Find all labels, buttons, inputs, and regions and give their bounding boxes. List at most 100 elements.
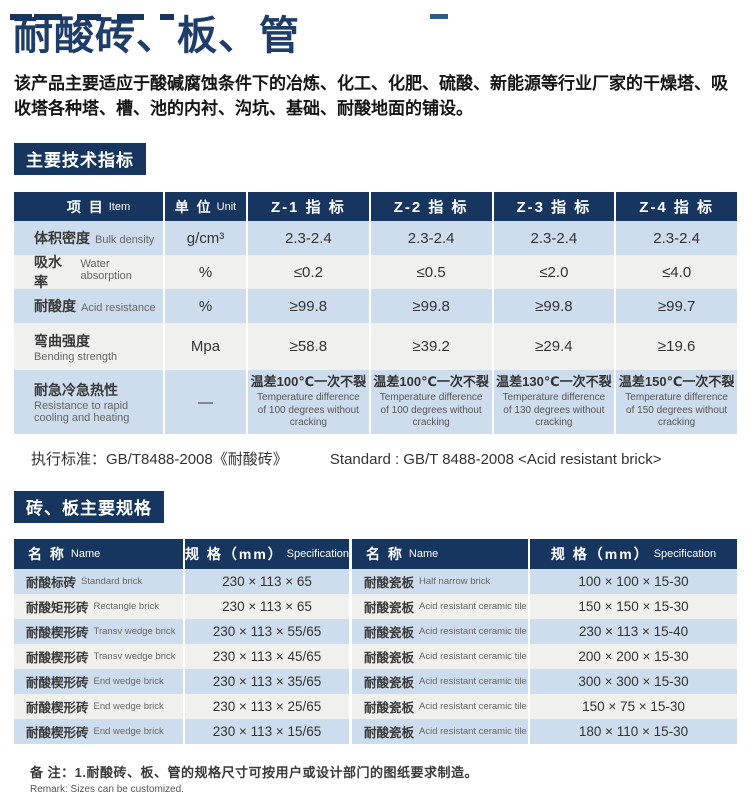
unit-cell: %: [165, 289, 248, 323]
row-label-en: Water absorption: [80, 258, 132, 282]
tile-spec: 100 × 100 × 15-30: [578, 574, 689, 589]
tile-name-en: Acid resistant ceramic tile: [419, 626, 527, 637]
cutoff-glyph-fragment: [117, 14, 144, 20]
footer-note-label: 备 注：: [30, 765, 75, 780]
brick-name-cn: 耐酸楔形砖: [26, 626, 89, 640]
brick-spec: 230 × 113 × 15/65: [185, 719, 352, 744]
value-cell: ≥99.8: [371, 289, 494, 323]
tile-name-en: Acid resistant ceramic tile: [419, 651, 527, 662]
brick-name-cn: 耐酸楔形砖: [26, 726, 89, 740]
table-header-row: 名 称 Name 规 格（mm） Specification 名 称 Name …: [14, 539, 737, 569]
tile-spec: 200 × 200 × 15-30: [578, 649, 689, 664]
specifications-table: 名 称 Name 规 格（mm） Specification 名 称 Name …: [14, 539, 737, 744]
row-label-en: Bulk density: [95, 234, 155, 246]
table-row-bulk-density: 体积密度 Bulk density g/cm³ 2.3-2.4 2.3-2.4 …: [14, 221, 737, 255]
tile-name-cn: 耐酸瓷板: [364, 601, 415, 615]
value-cell: ≥99.8: [494, 289, 617, 323]
cutoff-glyph-fragment: [10, 14, 32, 20]
table-header-row: 项 目 Item 单 位 Unit Z-1 指 标 Z-2 指 标 Z-3 指 …: [14, 192, 737, 221]
tile-name-en: Half narrow brick: [419, 576, 491, 587]
brick-spec: 230 × 113 × 65: [185, 569, 352, 594]
brick-name-en: Transv wedge brick: [93, 651, 176, 662]
brick-name-en: End wedge brick: [93, 726, 164, 737]
value-cell: 2.3-2.4: [653, 229, 700, 247]
spec-row: 耐酸标砖 Standard brick 230 × 113 × 65 耐酸瓷板 Ha…: [14, 569, 737, 594]
row-label-cn: 弯曲强度: [34, 332, 90, 349]
unit-cell: Mpa: [165, 323, 248, 370]
page-title: 耐酸砖、板、管: [13, 14, 300, 58]
header-cell-z2: Z-2 指 标: [371, 192, 494, 221]
section-heading-technical: 主要技术指标: [14, 143, 146, 175]
brick-name-en: End wedge brick: [93, 701, 164, 712]
brick-name-cn: 耐酸楔形砖: [26, 701, 89, 715]
header-cell-name-right: 名 称 Name: [352, 539, 530, 569]
footer-note: 备 注：1.耐酸砖、板、管的规格尺寸可按用户或设计部门的图纸要求制造。: [30, 762, 750, 781]
table-row-water-absorption: 吸水率 Water absorption % ≤0.2 ≤0.5 ≤2.0 ≤4…: [14, 254, 737, 290]
brick-spec: 230 × 113 × 55/65: [185, 619, 352, 644]
header-cell-spec-left: 规 格（mm） Specification: [185, 539, 352, 569]
row-label-en: cooling and heating: [34, 412, 130, 424]
value-cell: ≤2.0: [494, 255, 617, 289]
tile-name-en: Acid resistant ceramic tile: [419, 701, 527, 712]
brick-spec: 230 × 113 × 45/65: [185, 644, 352, 669]
thermal-cell-z3: 温差130℃一次不裂 Temperature difference of 130…: [494, 370, 617, 434]
section-heading-specs: 砖、板主要规格: [14, 491, 164, 523]
tile-name-cn: 耐酸瓷板: [364, 651, 415, 665]
header-cell-z3: Z-3 指 标: [494, 192, 617, 221]
value-cell: ≥58.8: [248, 323, 371, 370]
tile-spec: 300 × 300 × 15-30: [578, 674, 689, 689]
value-cell: ≥99.7: [657, 297, 696, 315]
footer-remark: Remark: Sizes can be customized.: [30, 784, 184, 795]
brick-name-en: Transv wedge brick: [93, 626, 176, 637]
row-label-cn: 耐急冷急热性: [34, 382, 118, 398]
footer-note-text: 1.耐酸砖、板、管的规格尺寸可按用户或设计部门的图纸要求制造。: [74, 765, 478, 780]
standard-reference: 执行标准：GB/T8488-2008《耐酸砖》 Standard : GB/T …: [31, 448, 750, 469]
technical-indicators-table: 项 目 Item 单 位 Unit Z-1 指 标 Z-2 指 标 Z-3 指 …: [14, 192, 737, 434]
value-cell: ≥99.8: [248, 289, 371, 323]
cutoff-glyph-fragment: [160, 14, 174, 20]
header-cell-spec-right: 规 格（mm） Specification: [550, 546, 717, 562]
tile-spec: 230 × 113 × 15-40: [578, 624, 689, 639]
standard-reference-cn: 执行标准：GB/T8488-2008《耐酸砖》: [31, 451, 288, 468]
brick-name-cn: 耐酸楔形砖: [26, 676, 89, 690]
value-cell: 2.3-2.4: [248, 221, 371, 255]
tile-name-cn: 耐酸瓷板: [364, 576, 415, 590]
product-description: 该产品主要适应于酸碱腐蚀条件下的冶炼、化工、化肥、硫酸、新能源等行业厂家的干燥塔…: [14, 74, 728, 118]
header-cell-unit: 单 位 Unit: [165, 192, 248, 221]
spec-row: 耐酸矩形砖 Rectangle brick 230 × 113 × 65 耐酸瓷板…: [14, 594, 737, 619]
tile-spec: 150 × 150 × 15-30: [578, 599, 689, 614]
table-row-bending-strength: 弯曲强度 Bending strength Mpa ≥58.8 ≥39.2 ≥2…: [14, 323, 737, 370]
cutoff-glyph-fragment: [77, 14, 101, 20]
tile-name-en: Acid resistant ceramic tile: [419, 601, 527, 612]
header-cell-item: 项 目 Item: [14, 192, 165, 221]
brick-spec: 230 × 113 × 25/65: [185, 694, 352, 719]
unit-cell: %: [165, 255, 248, 289]
value-cell: ≤0.2: [248, 255, 371, 289]
brick-spec: 230 × 113 × 35/65: [185, 669, 352, 694]
row-label-en: Bending strength: [34, 350, 118, 363]
value-cell: ≥39.2: [371, 323, 494, 370]
thermal-cell-z2: 温差100℃一次不裂 Temperature difference of 100…: [371, 370, 494, 434]
brick-spec: 230 × 113 × 65: [185, 594, 352, 619]
thermal-cell-z4: 温差150℃一次不裂 Temperature difference of 150…: [618, 374, 735, 429]
value-cell: 2.3-2.4: [494, 221, 617, 255]
tile-name-cn: 耐酸瓷板: [364, 701, 415, 715]
spec-row: 耐酸楔形砖 End wedge brick 230 × 113 × 15/65 耐…: [14, 719, 737, 744]
value-cell: 2.3-2.4: [371, 221, 494, 255]
brick-name-cn: 耐酸标砖: [26, 576, 77, 590]
tile-name-cn: 耐酸瓷板: [364, 626, 415, 640]
tile-spec: 180 × 110 × 15-30: [578, 724, 689, 739]
spec-row: 耐酸楔形砖 End wedge brick 230 × 113 × 25/65 耐…: [14, 694, 737, 719]
thermal-cell-z1: 温差100℃一次不裂 Temperature difference of 100…: [248, 370, 371, 434]
header-cell-z4: Z-4 指 标: [639, 199, 715, 216]
spec-row: 耐酸楔形砖 End wedge brick 230 × 113 × 35/65 耐…: [14, 669, 737, 694]
table-row-thermal-shock: 耐急冷急热性 Resistance to rapid cooling and h…: [14, 370, 737, 434]
value-cell: ≤4.0: [662, 263, 692, 281]
value-cell: ≥19.6: [657, 338, 696, 355]
brick-name-cn: 耐酸矩形砖: [26, 601, 89, 615]
spec-row: 耐酸楔形砖 Transv wedge brick 230 × 113 × 55/6…: [14, 619, 737, 644]
unit-cell: —: [165, 370, 248, 434]
cutoff-glyph-fragment: [34, 14, 62, 20]
row-label-cn: 体积密度: [34, 230, 90, 246]
brick-name-cn: 耐酸楔形砖: [26, 651, 89, 665]
